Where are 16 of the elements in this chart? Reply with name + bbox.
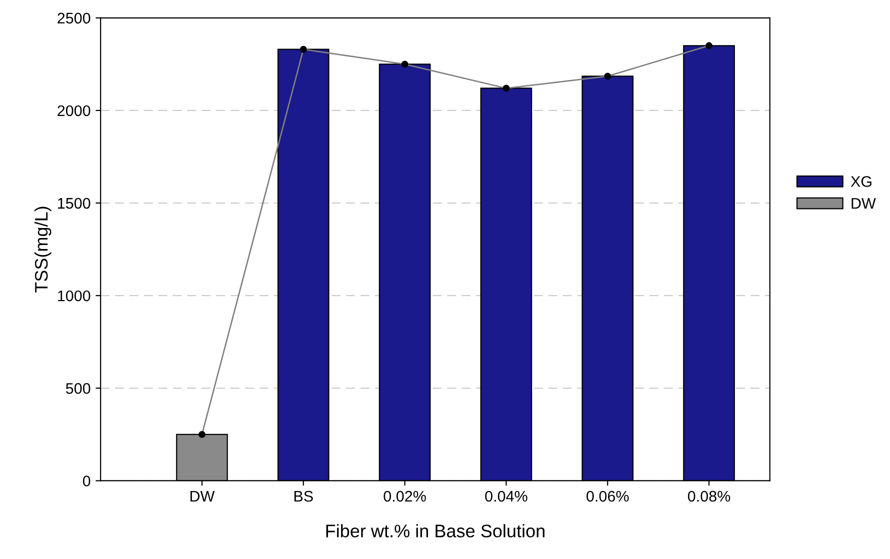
y-tick-label: 500 [66,383,90,394]
x-tick-label: 0.06% [586,490,629,502]
y-axis-title: TSS(mg/L) [34,206,52,293]
x-tick-label: 0.08% [688,490,730,502]
x-tick-label: 0.02% [384,490,426,502]
x-tick-label: DW [190,491,215,502]
y-tick-label: 1500 [58,198,90,209]
legend-label: XG [850,176,872,187]
y-tick-label: 1000 [58,290,90,302]
x-tick-label: BS [294,490,313,502]
legend-label: DW [852,198,876,209]
y-tick-label: 2500 [58,12,90,24]
x-tick-label: 0.04% [485,490,528,502]
x-axis-title: Fiber wt.% in Base Solution [326,524,544,538]
y-tick-label: 2000 [58,105,90,116]
y-tick-label: 0 [82,476,90,486]
